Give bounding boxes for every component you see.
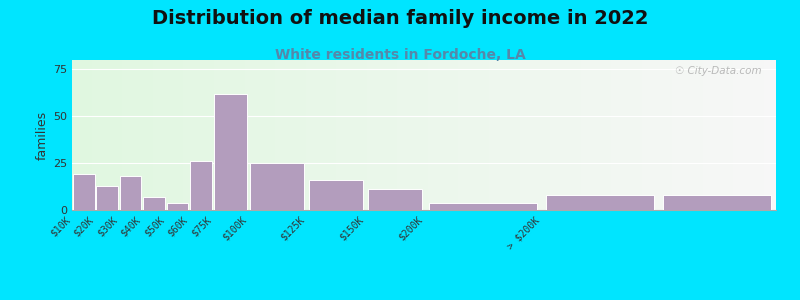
Bar [143,197,165,210]
Text: White residents in Fordoche, LA: White residents in Fordoche, LA [274,48,526,62]
Bar [167,202,188,210]
Bar [190,161,212,210]
Text: ☉ City-Data.com: ☉ City-Data.com [675,66,762,76]
Bar [368,189,422,210]
Bar [120,176,142,210]
Text: Distribution of median family income in 2022: Distribution of median family income in … [152,9,648,28]
Bar [97,186,118,210]
Bar [546,195,654,210]
Bar [214,94,246,210]
Y-axis label: families: families [36,110,49,160]
Bar [73,174,94,210]
Bar [663,195,771,210]
Bar [309,180,363,210]
Bar [429,202,537,210]
Bar [250,163,304,210]
